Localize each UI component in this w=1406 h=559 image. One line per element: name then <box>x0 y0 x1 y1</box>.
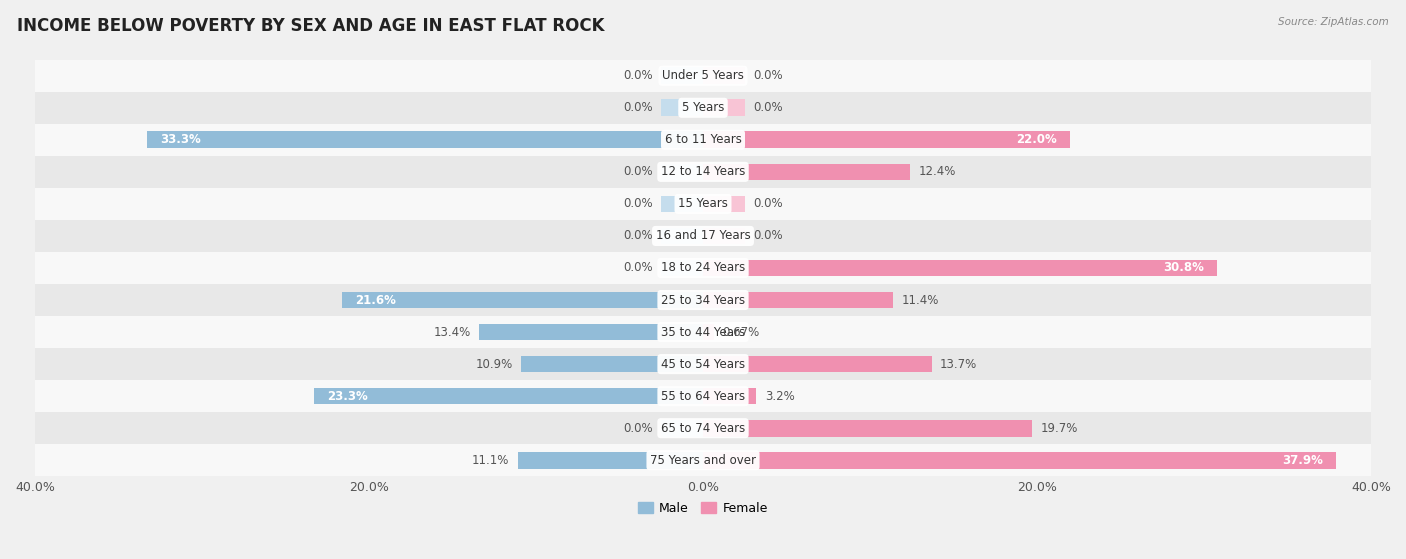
Bar <box>703 100 745 116</box>
Text: Under 5 Years: Under 5 Years <box>662 69 744 82</box>
Bar <box>661 100 703 116</box>
Text: 12.4%: 12.4% <box>918 165 956 178</box>
Bar <box>703 324 714 340</box>
Bar <box>35 316 1371 348</box>
Bar <box>703 420 1032 437</box>
Text: 15 Years: 15 Years <box>678 197 728 210</box>
Bar <box>703 164 910 180</box>
Text: 0.0%: 0.0% <box>754 197 783 210</box>
Bar <box>35 412 1371 444</box>
Text: 23.3%: 23.3% <box>328 390 368 402</box>
Text: 25 to 34 Years: 25 to 34 Years <box>661 293 745 306</box>
Bar <box>703 388 756 405</box>
Text: 6 to 11 Years: 6 to 11 Years <box>665 133 741 146</box>
Bar <box>35 284 1371 316</box>
Bar <box>703 259 1218 276</box>
Legend: Male, Female: Male, Female <box>633 497 773 520</box>
Text: 3.2%: 3.2% <box>765 390 794 402</box>
Bar <box>661 228 703 244</box>
Text: 16 and 17 Years: 16 and 17 Years <box>655 229 751 243</box>
Text: 0.0%: 0.0% <box>623 69 652 82</box>
Text: 0.0%: 0.0% <box>623 262 652 274</box>
Text: 65 to 74 Years: 65 to 74 Years <box>661 421 745 435</box>
Bar <box>35 124 1371 156</box>
Text: 11.1%: 11.1% <box>472 454 509 467</box>
Text: 22.0%: 22.0% <box>1017 133 1057 146</box>
Text: 21.6%: 21.6% <box>356 293 396 306</box>
Text: 37.9%: 37.9% <box>1282 454 1323 467</box>
Text: 19.7%: 19.7% <box>1040 421 1078 435</box>
Text: 0.0%: 0.0% <box>623 421 652 435</box>
Text: 5 Years: 5 Years <box>682 101 724 114</box>
Text: 13.4%: 13.4% <box>433 325 471 339</box>
Bar <box>479 324 703 340</box>
Bar <box>35 348 1371 380</box>
Bar <box>146 131 703 148</box>
Text: 11.4%: 11.4% <box>901 293 939 306</box>
Bar <box>703 292 893 309</box>
Bar <box>35 156 1371 188</box>
Bar <box>517 452 703 468</box>
Bar <box>35 380 1371 412</box>
Bar <box>661 196 703 212</box>
Bar <box>703 228 745 244</box>
Bar <box>661 259 703 276</box>
Bar <box>35 92 1371 124</box>
Text: 0.0%: 0.0% <box>623 101 652 114</box>
Text: 0.67%: 0.67% <box>723 325 759 339</box>
Bar <box>703 68 745 84</box>
Text: 18 to 24 Years: 18 to 24 Years <box>661 262 745 274</box>
Text: 0.0%: 0.0% <box>754 69 783 82</box>
Bar <box>703 196 745 212</box>
Text: 45 to 54 Years: 45 to 54 Years <box>661 358 745 371</box>
Text: Source: ZipAtlas.com: Source: ZipAtlas.com <box>1278 17 1389 27</box>
Bar <box>35 188 1371 220</box>
Text: 0.0%: 0.0% <box>623 197 652 210</box>
Text: 75 Years and over: 75 Years and over <box>650 454 756 467</box>
Text: 0.0%: 0.0% <box>623 165 652 178</box>
Text: 35 to 44 Years: 35 to 44 Years <box>661 325 745 339</box>
Text: 10.9%: 10.9% <box>475 358 513 371</box>
Bar <box>661 420 703 437</box>
Bar <box>661 164 703 180</box>
Bar <box>314 388 703 405</box>
Bar <box>342 292 703 309</box>
Text: 0.0%: 0.0% <box>623 229 652 243</box>
Bar <box>35 220 1371 252</box>
Text: 33.3%: 33.3% <box>160 133 201 146</box>
Bar <box>35 252 1371 284</box>
Text: 55 to 64 Years: 55 to 64 Years <box>661 390 745 402</box>
Text: 30.8%: 30.8% <box>1163 262 1204 274</box>
Bar <box>703 131 1070 148</box>
Text: 13.7%: 13.7% <box>941 358 977 371</box>
Bar <box>703 452 1336 468</box>
Text: 12 to 14 Years: 12 to 14 Years <box>661 165 745 178</box>
Bar <box>661 68 703 84</box>
Text: 0.0%: 0.0% <box>754 229 783 243</box>
Bar <box>35 60 1371 92</box>
Bar <box>703 356 932 372</box>
Text: 0.0%: 0.0% <box>754 101 783 114</box>
Bar <box>35 444 1371 476</box>
Bar <box>522 356 703 372</box>
Text: INCOME BELOW POVERTY BY SEX AND AGE IN EAST FLAT ROCK: INCOME BELOW POVERTY BY SEX AND AGE IN E… <box>17 17 605 35</box>
